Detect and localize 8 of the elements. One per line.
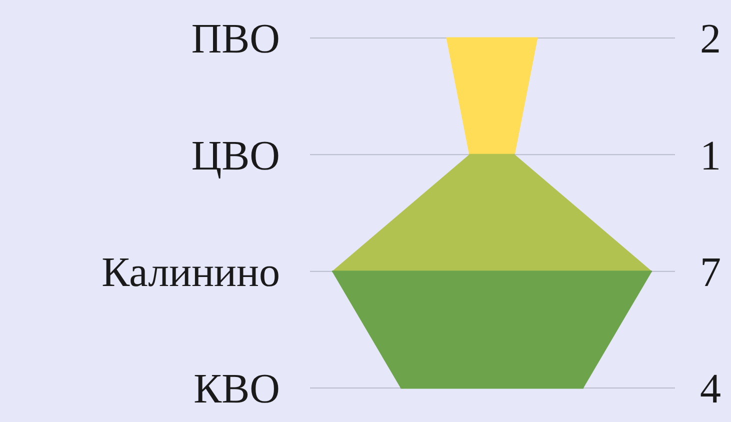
- category-label: ЦВО: [191, 133, 280, 180]
- category-label: КВО: [194, 366, 280, 413]
- data-label: 1: [700, 133, 721, 180]
- data-label: 7: [700, 250, 721, 296]
- data-label: 4: [700, 366, 721, 413]
- category-label: ПВО: [191, 16, 280, 63]
- data-label: 2: [700, 16, 721, 63]
- category-label: Калинино: [102, 250, 280, 296]
